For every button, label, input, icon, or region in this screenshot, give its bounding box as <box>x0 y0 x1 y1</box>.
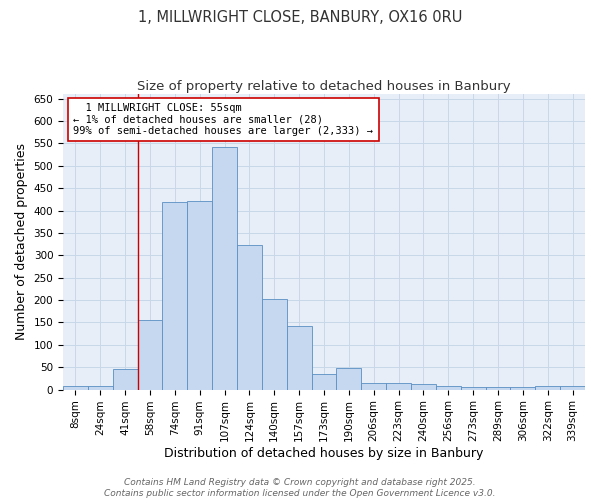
Bar <box>361 383 386 390</box>
Bar <box>63 386 88 390</box>
Bar <box>212 147 237 390</box>
Bar <box>411 384 436 390</box>
Bar <box>88 386 113 390</box>
Bar <box>262 299 287 390</box>
Bar <box>163 202 187 390</box>
Bar <box>560 386 585 390</box>
Text: Contains HM Land Registry data © Crown copyright and database right 2025.
Contai: Contains HM Land Registry data © Crown c… <box>104 478 496 498</box>
Bar <box>535 386 560 390</box>
Y-axis label: Number of detached properties: Number of detached properties <box>15 144 28 340</box>
Bar <box>485 387 511 390</box>
Bar <box>461 388 485 390</box>
Bar <box>511 388 535 390</box>
Title: Size of property relative to detached houses in Banbury: Size of property relative to detached ho… <box>137 80 511 93</box>
Bar <box>436 386 461 390</box>
Bar <box>187 200 212 390</box>
Bar <box>386 383 411 390</box>
Bar <box>311 374 337 390</box>
X-axis label: Distribution of detached houses by size in Banbury: Distribution of detached houses by size … <box>164 447 484 460</box>
Bar <box>237 246 262 390</box>
Text: 1 MILLWRIGHT CLOSE: 55sqm
← 1% of detached houses are smaller (28)
99% of semi-d: 1 MILLWRIGHT CLOSE: 55sqm ← 1% of detach… <box>73 103 373 136</box>
Bar <box>287 326 311 390</box>
Bar <box>137 320 163 390</box>
Bar <box>113 370 137 390</box>
Bar <box>337 368 361 390</box>
Text: 1, MILLWRIGHT CLOSE, BANBURY, OX16 0RU: 1, MILLWRIGHT CLOSE, BANBURY, OX16 0RU <box>138 10 462 25</box>
